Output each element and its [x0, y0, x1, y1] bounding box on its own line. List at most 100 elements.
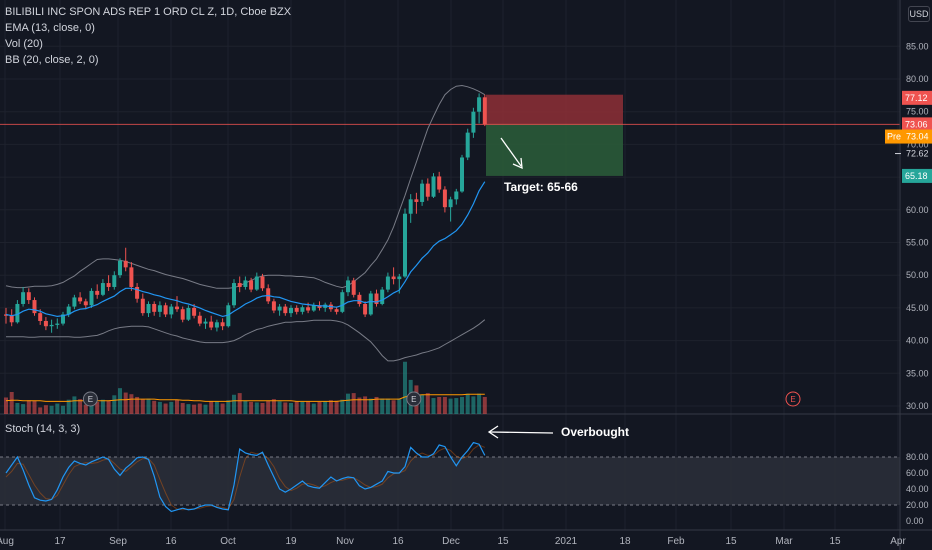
candle-body: [283, 306, 288, 314]
volume-bar: [15, 403, 20, 414]
candle-body: [385, 276, 390, 290]
price-tick-label: 45.00: [906, 303, 929, 313]
overbought-label: Overbought: [561, 425, 629, 439]
candle-body: [368, 293, 373, 315]
legend-volume[interactable]: Vol (20): [5, 38, 43, 50]
volume-bar: [123, 392, 128, 414]
price-tick-label: 30.00: [906, 401, 929, 411]
volume-bar: [226, 400, 231, 414]
volume-bar: [32, 400, 37, 414]
volume-bar: [106, 400, 111, 414]
candle-body: [9, 315, 14, 323]
volume-bar: [4, 397, 8, 414]
candle-body: [311, 305, 316, 311]
stochastic-pane: [0, 441, 900, 513]
volume-bar: [334, 400, 339, 414]
time-tick-label: Aug: [0, 536, 14, 547]
volume-bar: [220, 403, 225, 414]
volume-bar: [380, 398, 385, 414]
volume-bar: [397, 398, 402, 414]
legend-stoch[interactable]: Stoch (14, 3, 3): [5, 423, 81, 435]
volume-bar: [249, 401, 254, 414]
volume-bar: [243, 400, 248, 414]
candle-body: [243, 280, 248, 287]
candle-body: [437, 176, 442, 190]
volume-bar: [112, 395, 117, 414]
volume-bar: [129, 394, 134, 414]
candle-body: [26, 292, 31, 301]
volume-bar: [431, 398, 436, 414]
volume-bar: [471, 396, 476, 414]
price-tick-label: 35.00: [906, 368, 929, 378]
currency-button[interactable]: USD: [908, 6, 930, 22]
chart-title[interactable]: BILIBILI INC SPON ADS REP 1 ORD CL Z, 1D…: [5, 6, 292, 18]
volume-bar: [374, 396, 379, 414]
volume-bar: [209, 401, 214, 414]
candle-body: [403, 213, 407, 277]
candle-body: [460, 157, 464, 192]
candle-body: [442, 189, 447, 208]
volume-bar: [192, 404, 197, 414]
candle-body: [448, 199, 453, 208]
volume-bar: [346, 393, 350, 414]
candle-body: [89, 290, 94, 306]
target-zone: [486, 124, 623, 176]
badge-target-bg: [902, 168, 932, 183]
candle-body: [123, 260, 128, 268]
ema-line: [5, 181, 486, 318]
stoch-tick-label: 20.00: [906, 500, 929, 510]
volume-bar: [180, 403, 185, 414]
candle-body: [454, 191, 459, 200]
volume-bar: [317, 401, 322, 414]
volume-bar: [300, 401, 305, 414]
legend-bollinger[interactable]: BB (20, close, 2, 0): [5, 54, 99, 66]
volume-bar: [83, 404, 88, 414]
volume-bar: [186, 404, 191, 414]
earnings-marker-label: E: [790, 395, 795, 404]
volume-bar: [425, 393, 430, 414]
legend-ema[interactable]: EMA (13, close, 0): [5, 22, 95, 34]
candle-body: [135, 286, 140, 299]
candle-body: [203, 321, 208, 324]
price-tick-label: 80.00: [906, 74, 929, 84]
candle-body: [175, 306, 179, 310]
volume-bar: [328, 400, 333, 414]
volume-bar: [78, 399, 83, 414]
time-tick-label: 19: [285, 536, 297, 547]
badge-pre-value: 73.04: [906, 132, 929, 142]
price-tick-label: 55.00: [906, 238, 929, 248]
candle-body: [226, 305, 231, 327]
volume-bar: [442, 396, 447, 414]
volume-bar: [271, 399, 276, 414]
time-tick-label: Oct: [220, 536, 236, 547]
time-tick-label: 18: [619, 536, 631, 547]
stoch-tick-label: 60.00: [906, 468, 929, 478]
volume-bar: [294, 401, 299, 414]
time-tick-label: Nov: [336, 536, 354, 547]
stoch-tick-label: 40.00: [906, 484, 929, 494]
target-label: Target: 65-66: [504, 180, 578, 194]
time-tick-label: Sep: [109, 536, 127, 547]
candle-body: [157, 305, 162, 312]
volume-bar: [277, 401, 282, 414]
volume-bar: [460, 396, 464, 414]
candle-body: [397, 276, 402, 280]
time-tick-label: 16: [392, 536, 404, 547]
volume-bar: [254, 402, 259, 414]
volume-bar: [157, 401, 162, 414]
badge-last-bg: [902, 117, 932, 132]
volume-bar: [357, 397, 362, 414]
candle-body: [95, 290, 100, 295]
stop-loss-zone: [486, 94, 623, 125]
candle-body: [351, 280, 356, 295]
earnings-marker-label: E: [411, 395, 416, 404]
candle-body: [266, 288, 271, 302]
volume-bar: [363, 396, 368, 414]
price-tick-label: 40.00: [906, 336, 929, 346]
annotations: Target: 65-66 Overbought E E E: [82, 137, 801, 439]
volume-bar: [306, 401, 311, 414]
badge-last: 73.06: [905, 119, 928, 129]
target-arrow-head: [512, 157, 523, 170]
